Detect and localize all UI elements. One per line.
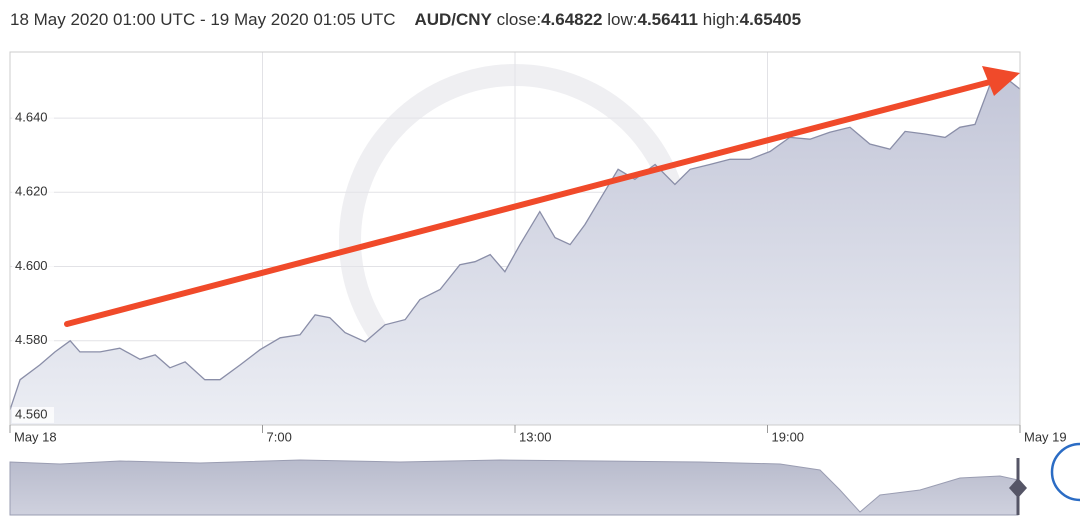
trend-arrow-head <box>982 66 1020 96</box>
stat-label: close: <box>496 10 542 29</box>
y-tick-label-bg <box>12 258 54 275</box>
y-tick-label: 4.620 <box>15 184 48 199</box>
line <box>9 76 1021 411</box>
stat-value: 4.56411 <box>637 10 698 29</box>
stat-value: 4.64822 <box>541 10 603 29</box>
y-tick-label: 4.640 <box>15 110 48 125</box>
y-tick-label-bg <box>12 332 54 349</box>
stat-value: 4.65405 <box>739 10 802 29</box>
trend-arrow <box>64 79 993 327</box>
stat-label: low: <box>607 10 638 29</box>
x-tick-label: 19:00 <box>772 429 805 444</box>
x-tick-label: 13:00 <box>519 429 552 444</box>
y-tick-label-bg <box>12 184 54 201</box>
date-range: 18 May 2020 01:00 UTC - 19 May 2020 01:0… <box>10 10 396 29</box>
x-tick-label: 7:00 <box>267 429 292 444</box>
navigator-grip[interactable] <box>1009 478 1027 498</box>
y-tick-label-bg <box>12 110 54 127</box>
y-tick-label: 4.600 <box>15 258 48 273</box>
currency-pair: AUD/CNY <box>414 10 492 29</box>
x-tick-label: May 18 <box>14 429 57 444</box>
round-button[interactable] <box>1050 442 1080 502</box>
y-tick-label: 4.580 <box>15 332 48 347</box>
chart-header: 18 May 2020 01:00 UTC - 19 May 2020 01:0… <box>10 10 801 30</box>
area <box>10 77 1020 425</box>
x-tick-label: May 19 <box>1024 429 1067 444</box>
y-tick-label-bg <box>12 406 54 423</box>
navigator <box>9 459 1019 516</box>
stat-label: high: <box>702 10 740 29</box>
y-tick-label: 4.560 <box>15 406 48 421</box>
